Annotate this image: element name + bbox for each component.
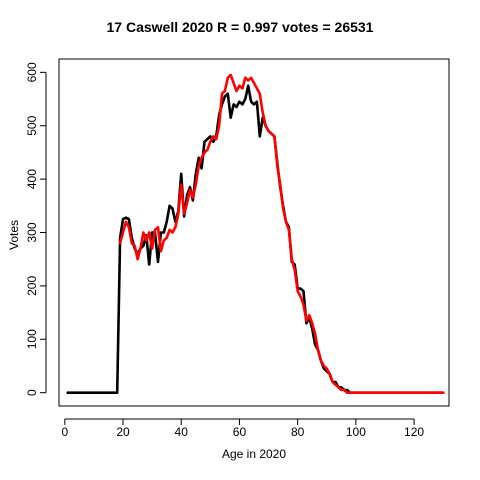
x-tick-label: 120 (404, 425, 424, 439)
series-line-1 (66, 84, 445, 395)
plot-frame (58, 58, 450, 407)
chart-title: 17 Caswell 2020 R = 0.997 votes = 26531 (106, 19, 374, 35)
y-tick-label: 100 (25, 329, 39, 349)
y-tick-label: 0 (25, 389, 39, 396)
x-axis-label: Age in 2020 (221, 447, 287, 461)
y-tick-label: 500 (25, 115, 39, 135)
x-tick-label: 0 (61, 425, 68, 439)
y-tick-label: 200 (25, 276, 39, 296)
x-tick-label: 40 (175, 425, 189, 439)
x-tick-label: 100 (346, 425, 366, 439)
x-tick-label: 20 (116, 425, 130, 439)
series-line-2 (118, 73, 445, 395)
y-tick-label: 600 (25, 62, 39, 82)
y-tick-label: 400 (25, 169, 39, 189)
x-tick-label: 60 (233, 425, 247, 439)
y-tick-label: 300 (25, 222, 39, 242)
x-tick-label: 80 (291, 425, 305, 439)
